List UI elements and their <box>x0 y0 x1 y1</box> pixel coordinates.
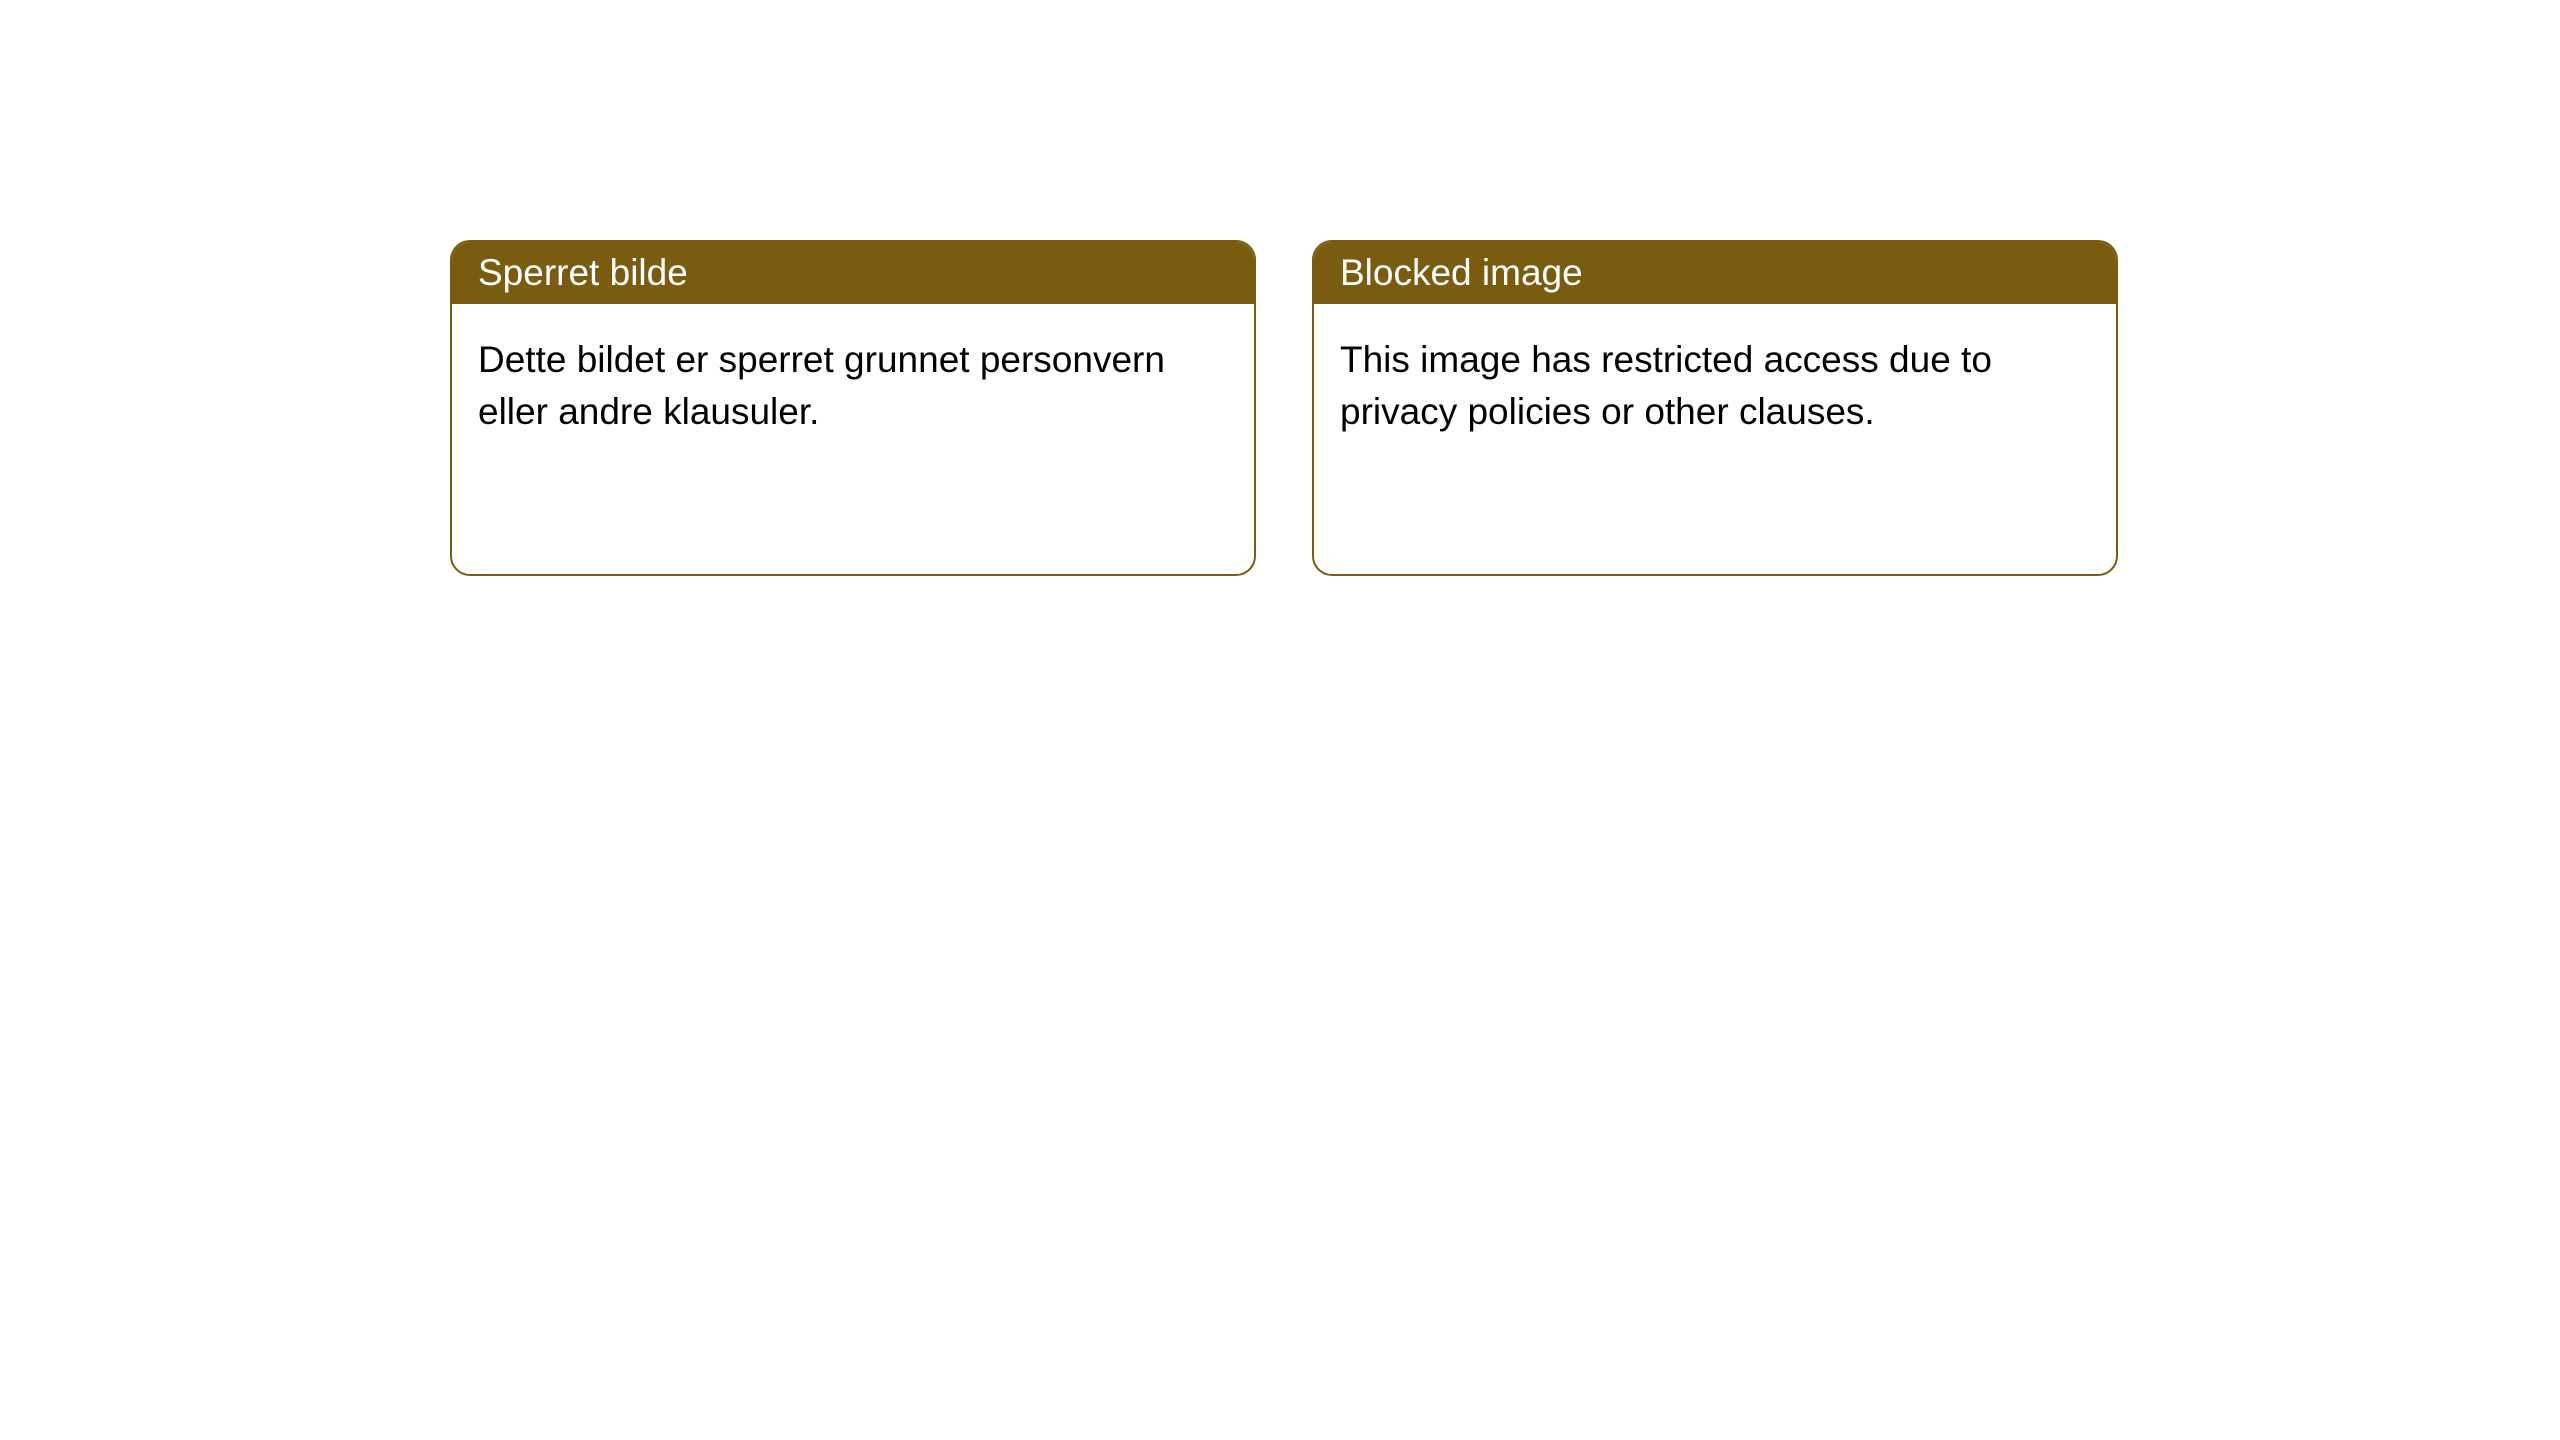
card-header: Sperret bilde <box>452 242 1254 304</box>
card-title: Sperret bilde <box>478 252 688 293</box>
card-body: This image has restricted access due to … <box>1314 304 2116 468</box>
card-title: Blocked image <box>1340 252 1583 293</box>
notice-container: Sperret bilde Dette bildet er sperret gr… <box>0 0 2560 576</box>
card-body-text: Dette bildet er sperret grunnet personve… <box>478 339 1165 432</box>
notice-card-norwegian: Sperret bilde Dette bildet er sperret gr… <box>450 240 1256 576</box>
card-body-text: This image has restricted access due to … <box>1340 339 1992 432</box>
card-body: Dette bildet er sperret grunnet personve… <box>452 304 1254 468</box>
card-header: Blocked image <box>1314 242 2116 304</box>
notice-card-english: Blocked image This image has restricted … <box>1312 240 2118 576</box>
